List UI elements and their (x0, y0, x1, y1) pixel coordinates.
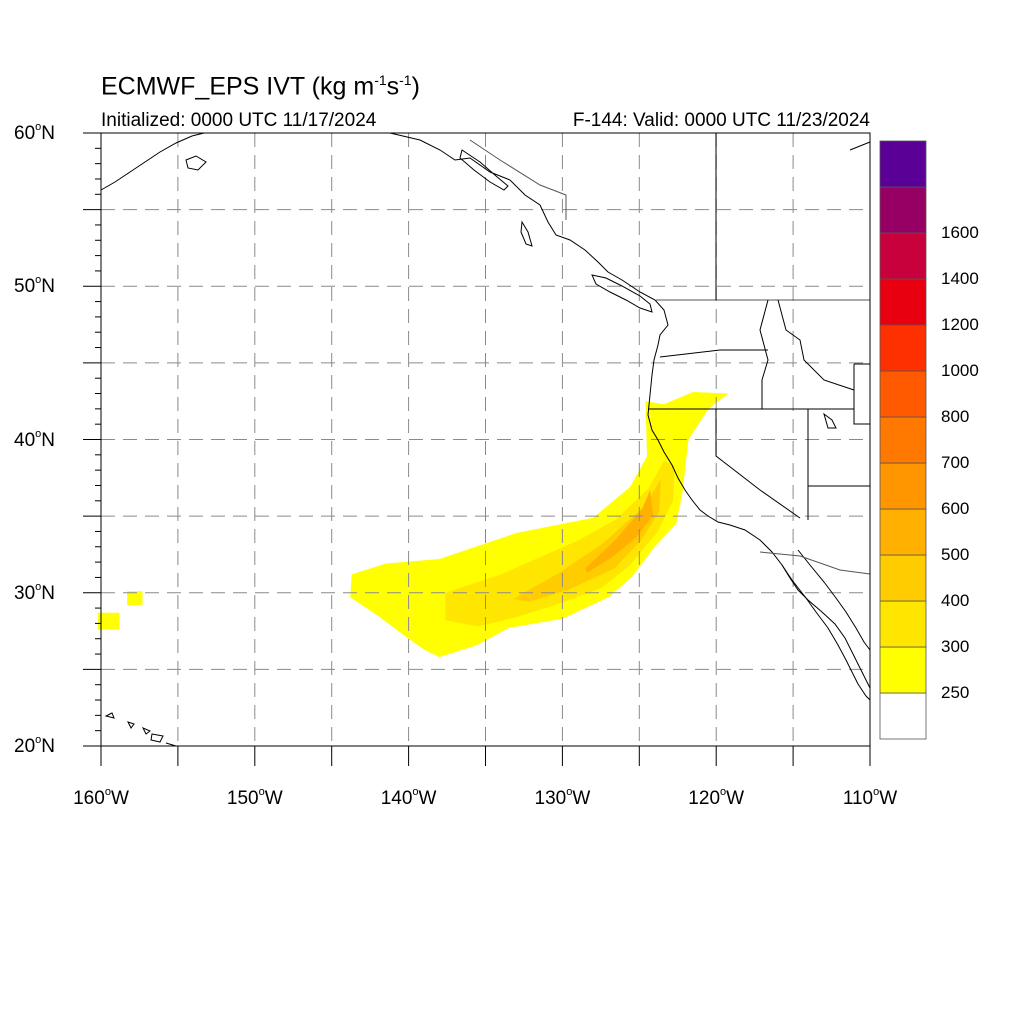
lon-label-160: 160oW (73, 786, 129, 809)
colorbar-label-600: 600 (941, 499, 970, 518)
colorbar-label-800: 800 (941, 407, 970, 426)
washington-oregon-border (659, 349, 768, 358)
colorbar-swatch-6 (879, 416, 927, 464)
wyoming-border (853, 363, 870, 425)
coastlines-and-borders (100, 132, 871, 747)
bc-alaska-border (469, 139, 567, 220)
kodiak-island (185, 155, 207, 171)
colorbar-swatch-7 (879, 370, 927, 418)
colorbar-swatch-11 (879, 186, 927, 234)
colorbar-swatch-12 (879, 140, 927, 188)
baja-peninsula-coast (781, 564, 871, 701)
colorbar-label-1000: 1000 (941, 361, 979, 380)
colorbar (879, 140, 927, 740)
colorbar-swatch-4 (879, 508, 927, 556)
lon-label-150: 150oW (226, 786, 283, 809)
alaska-coast-west (100, 132, 205, 191)
us-mexico-border (759, 551, 871, 575)
colorbar-swatch-3 (879, 554, 927, 602)
lon-label-140: 140oW (380, 786, 437, 809)
ivt-contour-300-3 (445, 461, 675, 627)
valid-time-subtitle: F-144: Valid: 0000 UTC 11/23/2024 (572, 110, 870, 131)
map-title: ECMWF_EPS IVT (kg m-1s-1) (101, 72, 420, 101)
colorbar-swatch-9 (879, 278, 927, 326)
colorbar-label-300: 300 (941, 637, 970, 656)
ivt-contour-250-2 (97, 612, 120, 630)
initialized-subtitle: Initialized: 0000 UTC 11/17/2024 (101, 110, 377, 131)
lat-label-50: 50oN (14, 274, 55, 298)
colorbar-label-1200: 1200 (941, 315, 979, 334)
axis-ticks (83, 132, 871, 766)
colorbar-label-700: 700 (941, 453, 970, 472)
colorbar-label-1600: 1600 (941, 223, 979, 242)
colorbar-label-500: 500 (941, 545, 970, 564)
north-american-coastline (389, 132, 871, 689)
alaska-panhandle-islands (459, 149, 509, 191)
lat-label-20: 20oN (14, 734, 55, 757)
colorbar-swatch-2 (879, 600, 927, 648)
idaho-montana-border (777, 299, 855, 391)
colorbar-label-400: 400 (941, 591, 970, 610)
ivt-contour-250-0 (350, 392, 729, 658)
colorbar-label-1400: 1400 (941, 269, 979, 288)
colorbar-swatch-1 (879, 646, 927, 694)
lon-label-120: 120oW (688, 786, 745, 809)
colorbar-swatch-8 (879, 324, 927, 372)
ivt-contour-250-1 (127, 591, 143, 605)
lat-label-60: 60oN (14, 121, 55, 144)
gulf-of-california-coast (797, 549, 871, 651)
great-salt-lake (823, 412, 837, 429)
colorbar-swatch-10 (879, 232, 927, 280)
oregon-idaho-border (759, 299, 769, 409)
colorbar-swatch-5 (879, 462, 927, 510)
alaska-coast-east (849, 141, 871, 151)
ivt-shaded-field (97, 392, 729, 658)
vancouver-island (591, 274, 653, 313)
lat-label-30: 30oN (14, 580, 55, 604)
colorbar-label-250: 250 (941, 683, 970, 702)
haida-gwaii (520, 220, 533, 247)
lat-label-40: 40oN (14, 427, 55, 451)
lon-label-110: 110oW (842, 786, 898, 809)
graticule (101, 133, 870, 746)
hawaii-islands (104, 712, 177, 747)
colorbar-swatch-0 (879, 692, 927, 740)
california-nevada-border (715, 409, 801, 519)
lon-label-130: 130oW (534, 786, 591, 809)
